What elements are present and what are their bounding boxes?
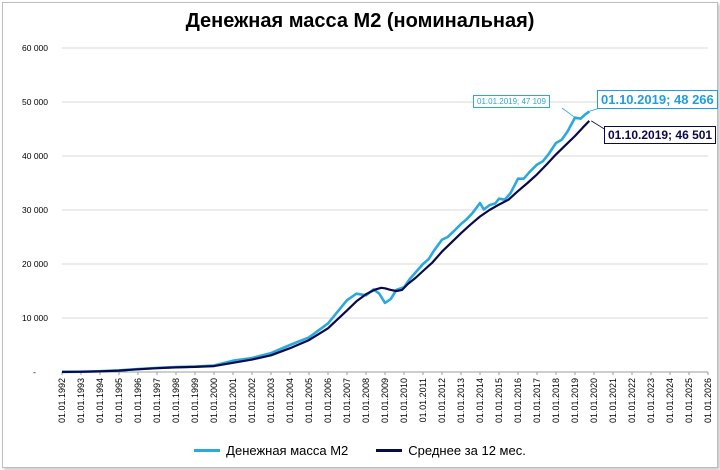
x-tick-label: 01.01.2006 bbox=[323, 378, 333, 423]
x-tick-label: 01.01.2008 bbox=[361, 378, 371, 423]
x-tick-label: 01.01.1994 bbox=[95, 378, 105, 423]
x-tick-label: 01.01.2004 bbox=[285, 378, 295, 423]
y-tick-label: 50 000 bbox=[22, 97, 48, 107]
series-lines bbox=[61, 110, 591, 374]
x-tick-label: 01.01.2015 bbox=[494, 378, 504, 423]
x-tick-label: 01.01.1998 bbox=[171, 378, 181, 423]
legend-label-avg: Среднее за 12 мес. bbox=[408, 443, 526, 458]
y-tick-label: 10 000 bbox=[22, 313, 48, 323]
x-tick-label: 01.01.2005 bbox=[304, 378, 314, 423]
chart-title: Денежная масса М2 (номинальная) bbox=[185, 10, 535, 32]
x-tick-label: 01.01.2017 bbox=[532, 378, 542, 423]
x-tick-label: 01.01.2025 bbox=[684, 378, 694, 423]
legend-swatch-m2 bbox=[194, 449, 221, 452]
annotation-m2-2019-01: 01.01.2019; 47 109 bbox=[473, 95, 550, 108]
series-line-avg bbox=[61, 120, 591, 373]
x-tick-label: 01.01.2020 bbox=[589, 378, 599, 423]
x-tick-label: 01.01.1993 bbox=[76, 378, 86, 423]
leader-line-m2-2019-01 bbox=[561, 107, 576, 118]
y-tick-label: 30 000 bbox=[22, 205, 48, 215]
x-tick-label: 01.01.2000 bbox=[209, 378, 219, 423]
x-tick-label: 01.01.2002 bbox=[247, 378, 257, 423]
annotation-m2-2019-10: 01.10.2019; 48 266 bbox=[597, 90, 718, 109]
x-tick-label: 01.01.2016 bbox=[513, 378, 523, 423]
x-tick-label: 01.01.1996 bbox=[133, 378, 143, 423]
x-tick-label: 01.01.2023 bbox=[646, 378, 656, 423]
leader-line-avg-2019-10 bbox=[591, 120, 607, 131]
x-tick-label: 01.01.2012 bbox=[437, 378, 447, 423]
y-axis: - 10 000 20 000 30 000 40 000 50 000 60 000 bbox=[22, 43, 48, 377]
y-tick-label: 20 000 bbox=[22, 259, 48, 269]
legend-swatch-avg bbox=[376, 449, 403, 452]
x-tick-label: 01.01.2019 bbox=[570, 378, 580, 423]
x-tick-label: 01.01.2001 bbox=[228, 378, 238, 423]
x-tick-label: 01.01.2014 bbox=[475, 378, 485, 423]
x-tick-label: 01.01.2010 bbox=[399, 378, 409, 423]
y-tick-label: 40 000 bbox=[22, 151, 48, 161]
annotation-avg-2019-10: 01.10.2019; 46 501 bbox=[604, 126, 717, 144]
x-tick-label: 01.01.1995 bbox=[114, 378, 124, 423]
x-tick-label: 01.01.2007 bbox=[342, 378, 352, 423]
x-tick-label: 01.01.2003 bbox=[266, 378, 276, 423]
x-tick-label: 01.01.2013 bbox=[456, 378, 466, 423]
chart-legend: Денежная масса М2 Среднее за 12 мес. bbox=[0, 443, 720, 458]
legend-item-m2: Денежная масса М2 bbox=[194, 443, 348, 458]
legend-item-avg: Среднее за 12 мес. bbox=[376, 443, 526, 458]
x-tick-label: 01.01.2022 bbox=[627, 378, 637, 423]
x-tick-label: 01.01.2018 bbox=[551, 378, 561, 423]
legend-label-m2: Денежная масса М2 bbox=[226, 443, 349, 458]
x-tick-label: 01.01.1999 bbox=[190, 378, 200, 423]
x-tick-label: 01.01.2024 bbox=[665, 378, 675, 423]
series-line-m2 bbox=[61, 110, 591, 374]
x-tick-label: 01.01.2009 bbox=[380, 378, 390, 423]
x-tick-label: 01.01.2011 bbox=[418, 378, 428, 422]
x-tick-label: 01.01.1992 bbox=[57, 378, 67, 423]
x-tick-label: 01.01.2021 bbox=[608, 378, 618, 423]
x-tick-label: 01.01.1997 bbox=[152, 378, 162, 423]
x-axis: 01.01.1992 01.01.1993 01.01.1994 01.01.1995… bbox=[57, 372, 713, 423]
y-tick-label: 60 000 bbox=[22, 43, 48, 53]
y-tick-label: - bbox=[33, 367, 36, 377]
x-tick-label: 01.01.2026 bbox=[703, 378, 713, 423]
